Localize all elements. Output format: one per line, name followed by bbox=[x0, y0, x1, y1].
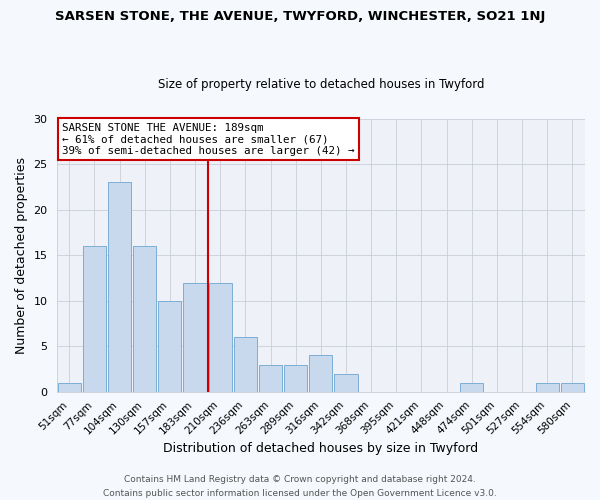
Bar bbox=[209, 282, 232, 392]
Title: Size of property relative to detached houses in Twyford: Size of property relative to detached ho… bbox=[158, 78, 484, 91]
Bar bbox=[284, 364, 307, 392]
Bar bbox=[133, 246, 157, 392]
Bar bbox=[334, 374, 358, 392]
Bar bbox=[561, 383, 584, 392]
Bar bbox=[234, 338, 257, 392]
Bar bbox=[460, 383, 484, 392]
Bar bbox=[309, 356, 332, 392]
Bar bbox=[184, 282, 206, 392]
Bar bbox=[536, 383, 559, 392]
Text: SARSEN STONE THE AVENUE: 189sqm
← 61% of detached houses are smaller (67)
39% of: SARSEN STONE THE AVENUE: 189sqm ← 61% of… bbox=[62, 122, 355, 156]
Bar bbox=[259, 364, 282, 392]
Y-axis label: Number of detached properties: Number of detached properties bbox=[15, 157, 28, 354]
Text: SARSEN STONE, THE AVENUE, TWYFORD, WINCHESTER, SO21 1NJ: SARSEN STONE, THE AVENUE, TWYFORD, WINCH… bbox=[55, 10, 545, 23]
Text: Contains HM Land Registry data © Crown copyright and database right 2024.
Contai: Contains HM Land Registry data © Crown c… bbox=[103, 476, 497, 498]
Bar bbox=[158, 301, 181, 392]
Bar bbox=[108, 182, 131, 392]
Bar bbox=[83, 246, 106, 392]
X-axis label: Distribution of detached houses by size in Twyford: Distribution of detached houses by size … bbox=[163, 442, 478, 455]
Bar bbox=[58, 383, 81, 392]
